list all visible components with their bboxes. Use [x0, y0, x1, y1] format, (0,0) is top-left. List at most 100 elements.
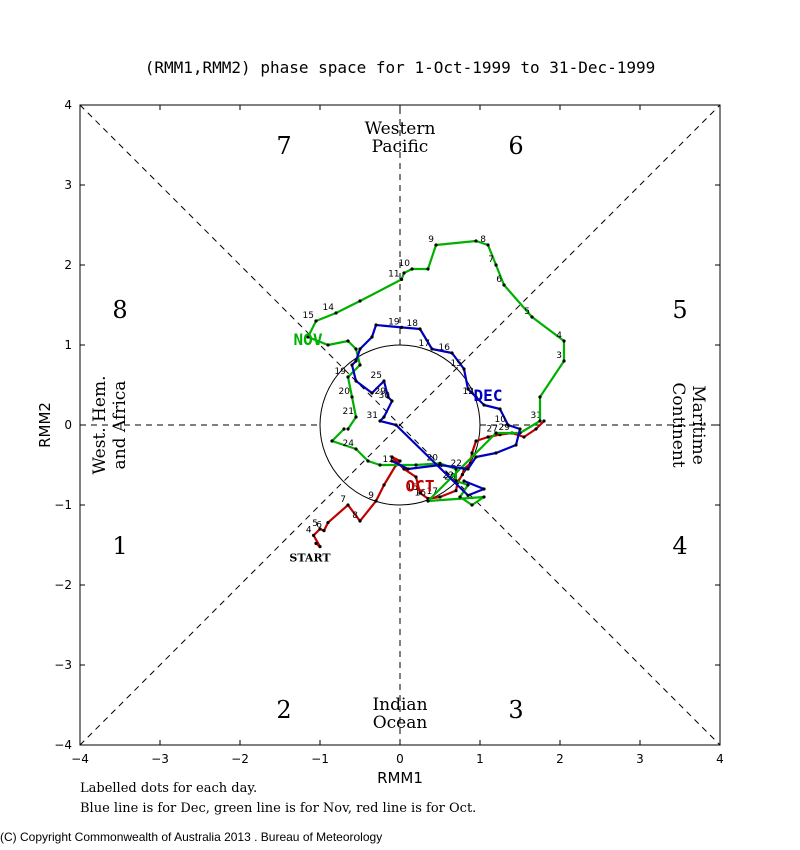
x-tick-label: 0: [396, 752, 404, 766]
y-tick-label: −1: [54, 498, 72, 512]
day-label-dec: 31: [367, 411, 378, 421]
diagonal-guide: [79, 104, 721, 746]
x-tick-label: 3: [636, 752, 644, 766]
day-label-oct: 29: [499, 423, 511, 433]
day-dot-dec: [382, 415, 386, 419]
region-label-western-pacific: Western: [365, 119, 436, 139]
day-dot-oct: [314, 541, 318, 546]
x-tick-label: −1: [311, 752, 329, 766]
day-label-oct: 31: [531, 411, 542, 421]
day-dot-dec: [354, 359, 358, 363]
phase-number: 7: [276, 132, 291, 160]
day-dot-dec: [466, 467, 470, 471]
day-label-nov: 11: [388, 269, 399, 279]
y-tick-label: −2: [54, 578, 72, 592]
day-dot-dec: [430, 347, 434, 351]
day-dot-dec: [518, 427, 522, 431]
region-label-western-pacific: Pacific: [372, 137, 429, 157]
day-dot-dec: [450, 351, 454, 355]
day-dot-dec: [374, 323, 378, 327]
day-label-oct: 4: [306, 525, 312, 535]
region-label-indian-ocean: Indian: [372, 695, 427, 715]
y-tick-label: 2: [64, 258, 72, 272]
y-tick-label: −3: [54, 658, 72, 672]
day-label-oct: 9: [368, 491, 374, 501]
day-label-oct: 15: [407, 483, 418, 493]
day-label-nov: 5: [524, 307, 530, 317]
day-dot-oct: [486, 435, 490, 439]
day-dot-dec: [474, 395, 478, 399]
phase-guide-lines: [79, 104, 721, 746]
day-dot-dec: [462, 367, 466, 371]
footnote-line-2: Blue line is for Dec, green line is for …: [80, 801, 476, 816]
x-tick-label: 2: [556, 752, 564, 766]
y-tick-label: 0: [64, 418, 72, 432]
region-label-west-hem-africa: and Africa: [110, 381, 130, 470]
x-tick-label: −3: [151, 752, 169, 766]
day-dot-oct: [398, 459, 402, 463]
day-label-dec: 18: [407, 319, 419, 329]
day-dot-oct: [454, 489, 458, 493]
day-dot-oct: [414, 475, 418, 479]
day-dot-oct: [438, 495, 442, 499]
day-dot-nov: [346, 427, 350, 431]
phase-number: 6: [508, 132, 523, 160]
day-dot-oct: [470, 451, 474, 455]
day-label-dec: 16: [439, 343, 451, 353]
day-dot-nov: [458, 495, 462, 499]
day-dot-nov: [426, 267, 430, 271]
y-tick-label: 4: [64, 98, 72, 112]
day-label-oct: 11: [383, 455, 394, 465]
phase-number: 5: [672, 296, 687, 324]
day-dot-nov: [530, 315, 534, 319]
day-dot-nov: [346, 375, 350, 379]
day-dot-nov: [562, 359, 566, 363]
day-label-oct: 17: [427, 487, 438, 497]
start-label: START: [289, 551, 331, 564]
day-dot-dec: [406, 467, 410, 471]
day-label-nov: 4: [556, 331, 562, 341]
day-dot-nov: [314, 319, 318, 323]
day-dot-dec: [390, 399, 394, 403]
day-dot-oct: [460, 473, 464, 477]
copyright-notice: (C) Copyright Commonwealth of Australia …: [0, 830, 383, 844]
day-dot-oct: [318, 527, 322, 531]
region-label-maritime-continent: Maritime: [688, 385, 708, 465]
day-dot-dec: [358, 347, 362, 351]
region-label-indian-ocean: Ocean: [373, 713, 428, 733]
region-label-west-hem-africa: West. Hem.: [90, 376, 110, 475]
day-dot-dec: [382, 379, 386, 383]
day-dot-dec: [474, 455, 478, 459]
day-dot-dec: [494, 451, 498, 455]
day-dot-oct: [312, 533, 316, 538]
day-dot-nov: [358, 363, 362, 367]
day-dot-oct: [358, 519, 362, 523]
day-dot-dec: [354, 379, 358, 383]
day-label-dec: 17: [419, 339, 430, 349]
x-tick-label: 4: [716, 752, 724, 766]
day-dot-nov: [402, 271, 406, 275]
day-label-oct: 27: [487, 425, 498, 435]
day-label-dec: 10: [495, 415, 507, 425]
phase-number: 8: [112, 296, 127, 324]
day-dot-nov: [562, 339, 566, 343]
day-dot-nov: [470, 503, 474, 507]
day-dot-dec: [482, 487, 486, 491]
day-label-nov: 20: [427, 453, 439, 463]
day-dot-dec: [400, 325, 404, 329]
phase-number: 3: [508, 696, 523, 724]
day-dot-nov: [346, 339, 350, 343]
day-dot-nov: [426, 499, 430, 503]
day-label-nov: 20: [339, 387, 351, 397]
day-dot-nov: [486, 243, 490, 247]
day-dot-dec: [394, 423, 398, 427]
month-label-oct: OCT: [406, 476, 435, 495]
day-dot-dec: [438, 463, 442, 467]
day-dot-nov: [330, 439, 334, 443]
day-label-nov: 6: [496, 275, 502, 285]
day-label-nov: 21: [343, 407, 354, 417]
day-dot-nov: [342, 427, 346, 431]
y-tick-label: 1: [64, 338, 72, 352]
